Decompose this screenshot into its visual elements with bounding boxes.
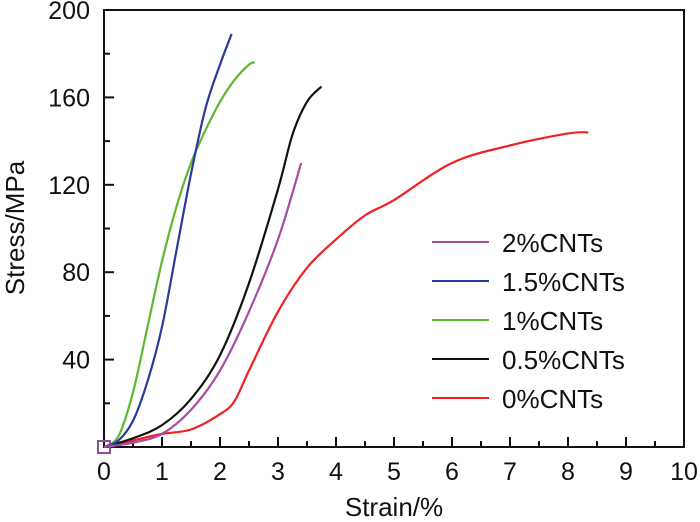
series-line-0-5pctcnts bbox=[103, 85, 323, 449]
x-tick-label: 10 bbox=[670, 458, 698, 486]
legend-label: 2%CNTs bbox=[502, 228, 603, 258]
origin-marker bbox=[97, 440, 111, 454]
x-tick-label: 1 bbox=[155, 458, 169, 486]
legend-label: 0.5%CNTs bbox=[502, 345, 625, 375]
x-tick-label: 4 bbox=[329, 458, 343, 486]
y-tick-label: 80 bbox=[62, 259, 90, 287]
y-tick-label: 40 bbox=[62, 347, 90, 375]
x-tick-label: 3 bbox=[271, 458, 285, 486]
y-tick-label: 200 bbox=[48, 0, 90, 25]
series-line-0pctcnts bbox=[103, 131, 589, 449]
x-tick-label: 5 bbox=[387, 458, 401, 486]
legend-label: 0%CNTs bbox=[502, 384, 603, 414]
y-tick-label: 160 bbox=[48, 84, 90, 112]
legend-label: 1.5%CNTs bbox=[502, 267, 625, 297]
x-tick-label: 7 bbox=[503, 458, 517, 486]
y-axis-title: Stress/MPa bbox=[0, 160, 30, 295]
y-tick-label: 120 bbox=[48, 172, 90, 200]
x-tick-label: 0 bbox=[97, 458, 111, 486]
x-tick-label: 2 bbox=[213, 458, 227, 486]
legend-label: 1%CNTs bbox=[502, 306, 603, 336]
x-tick-label: 9 bbox=[619, 458, 633, 486]
series-line-1pctcnts bbox=[103, 61, 256, 448]
series-line-1-5pctcnts bbox=[103, 33, 233, 449]
x-axis-title: Strain/% bbox=[345, 492, 443, 522]
x-tick-label: 8 bbox=[561, 458, 575, 486]
series-line-2pctcnts bbox=[103, 162, 303, 449]
x-tick-label: 6 bbox=[445, 458, 459, 486]
